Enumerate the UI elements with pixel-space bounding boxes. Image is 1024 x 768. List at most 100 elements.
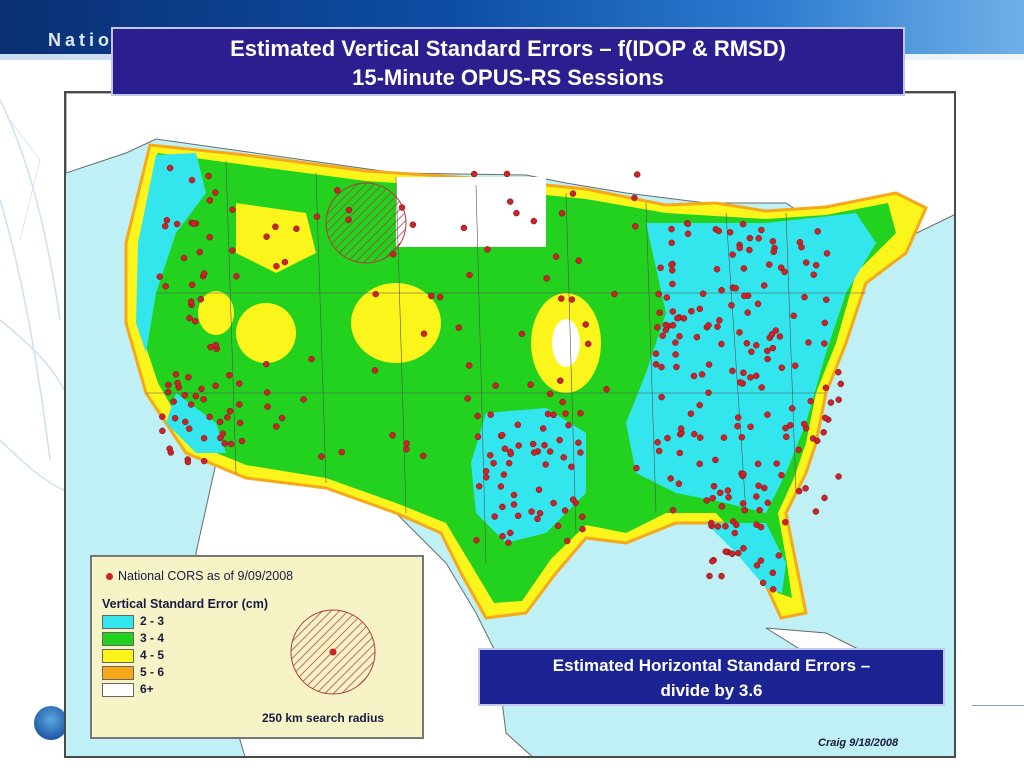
- cors-station-dot: [300, 396, 307, 403]
- cors-station-dot: [753, 562, 761, 569]
- cors-station-dot: [575, 257, 582, 264]
- cors-station-dot: [164, 388, 172, 396]
- cors-station-dot: [713, 265, 721, 273]
- legend-class-label: 2 - 3: [140, 614, 165, 628]
- cors-station-dot: [835, 368, 842, 376]
- legend-class-label: 3 - 4: [140, 631, 165, 645]
- cors-station-dot: [221, 440, 228, 447]
- cors-station-dot: [800, 420, 808, 428]
- cors-station-dot: [741, 292, 748, 300]
- gap-zone-nd-white: [396, 177, 546, 247]
- cors-station-dot: [708, 519, 715, 527]
- cors-station-dot: [769, 344, 777, 352]
- legend-swatch: [102, 683, 134, 697]
- cors-station-dot: [837, 380, 845, 388]
- cors-station-dot: [229, 247, 236, 254]
- cors-station-dot: [233, 272, 240, 280]
- cors-station-dot: [372, 290, 379, 298]
- cors-station-dot: [534, 515, 541, 523]
- cors-station-dot: [632, 223, 639, 230]
- cors-station-dot: [561, 507, 569, 514]
- cyan-zone-west: [136, 153, 206, 353]
- cors-station-dot: [263, 389, 271, 396]
- cors-station-dot: [159, 413, 166, 420]
- gap-zone-wyoming: [236, 303, 296, 363]
- cors-station-dot: [226, 371, 233, 379]
- cors-station-dot: [338, 448, 345, 456]
- cors-station-dot: [507, 448, 514, 456]
- cors-station-dot: [773, 460, 780, 467]
- cors-station-dot: [672, 339, 679, 346]
- cors-station-dot: [676, 449, 684, 457]
- cors-station-dot: [497, 483, 505, 490]
- slide-title: Estimated Vertical Standard Errors – f(I…: [111, 27, 905, 96]
- cors-station-dot: [498, 431, 506, 439]
- legend-swatch: [102, 666, 134, 680]
- cors-station-dot: [554, 522, 562, 530]
- cors-station-dot: [236, 419, 244, 427]
- cors-station-dot: [206, 233, 213, 241]
- cors-station-dot: [475, 483, 483, 490]
- cors-station-dot: [705, 361, 713, 368]
- cors-station-dot: [173, 220, 181, 228]
- cors-station-dot: [753, 521, 760, 528]
- cors-station-dot: [769, 238, 777, 245]
- cors-station-dot: [550, 499, 557, 507]
- cors-station-dot: [718, 286, 725, 294]
- cors-station-dot: [200, 435, 208, 442]
- noaa-logo-icon: [34, 706, 68, 740]
- cors-station-dot: [293, 225, 300, 233]
- cors-station-dot: [764, 347, 771, 355]
- cors-station-dot: [558, 295, 565, 302]
- cors-station-dot: [186, 314, 193, 322]
- cors-station-dot: [740, 470, 747, 478]
- cors-station-dot: [709, 494, 717, 502]
- cors-station-dot: [633, 171, 641, 178]
- cors-station-dot: [224, 414, 231, 421]
- cors-station-dot: [814, 228, 821, 235]
- cors-station-dot: [684, 230, 692, 238]
- us-map-svg: [66, 93, 954, 756]
- cors-station-dot: [398, 204, 406, 211]
- cors-station-dot: [744, 309, 751, 316]
- cors-station-dot: [764, 411, 771, 418]
- cors-station-dot: [813, 437, 821, 445]
- cors-station-dot: [795, 446, 802, 454]
- cors-station-dot: [565, 421, 572, 429]
- cors-station-dot: [420, 330, 428, 337]
- footer-rule: [972, 705, 1024, 706]
- legend-swatch: [102, 632, 134, 646]
- cors-station-dot: [754, 460, 762, 468]
- cors-station-dot: [506, 198, 514, 205]
- cors-station-dot: [820, 429, 827, 436]
- cors-station-dot: [403, 445, 410, 453]
- error-map: [64, 91, 956, 758]
- cors-station-dot: [227, 440, 235, 448]
- cors-station-dot: [714, 523, 722, 530]
- cors-station-dot: [530, 217, 538, 225]
- cors-station-dot: [484, 246, 491, 253]
- cors-station-dot: [718, 572, 725, 580]
- cors-station-dot: [501, 445, 509, 452]
- cors-station-dot: [668, 267, 676, 274]
- search-radius-icon: [290, 609, 376, 695]
- cors-station-dot: [428, 292, 435, 300]
- cors-station-dot: [680, 315, 688, 322]
- cors-station-dot: [652, 361, 660, 368]
- cors-station-dot: [769, 586, 777, 593]
- cors-station-dot: [669, 507, 677, 514]
- cors-station-dot: [668, 225, 675, 233]
- cors-station-dot: [263, 233, 270, 240]
- cors-station-dot: [753, 342, 760, 349]
- cors-station-dot: [812, 508, 820, 515]
- cors-station-dot: [726, 229, 734, 236]
- cors-station-dot: [677, 425, 685, 432]
- cors-station-dot: [740, 369, 747, 377]
- cors-station-dot: [699, 290, 707, 297]
- cors-station-dot: [720, 434, 728, 441]
- cyan-zone-east: [626, 213, 876, 513]
- search-radius-icon: [325, 182, 407, 264]
- cors-station-dot: [558, 210, 566, 217]
- cors-station-dot: [556, 436, 563, 444]
- cors-station-dot: [170, 398, 177, 405]
